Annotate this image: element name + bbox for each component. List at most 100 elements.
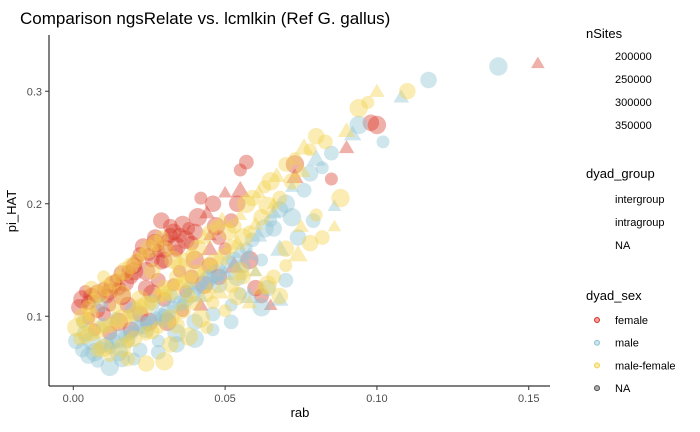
legend-dyad-sex-key [594,339,600,346]
data-point [97,270,111,284]
data-point [142,315,156,329]
data-point [126,306,142,322]
data-point [104,332,122,350]
legend-dyad-sex-label: female [615,315,648,327]
data-point [123,269,139,285]
data-point [201,257,219,274]
data-point [206,217,226,236]
data-point [223,239,239,254]
data-point [224,298,238,312]
data-point [231,262,250,281]
data-point [204,195,222,213]
data-point [83,324,100,342]
data-point [103,298,117,312]
data-point [146,233,165,253]
data-point [182,222,196,235]
data-point [165,223,182,241]
data-point [96,306,112,322]
data-point [77,324,94,342]
data-point [96,317,112,333]
data-point [331,188,350,208]
data-point [255,219,274,238]
data-point [103,349,117,363]
data-point [188,208,207,227]
data-point [264,214,278,228]
data-point [210,268,228,286]
data-point [94,338,113,357]
data-point [90,303,105,319]
legend-dyad-group-label: intragroup [615,217,665,229]
data-point [285,180,299,192]
data-point [146,234,164,252]
data-point [337,122,356,137]
legend-nsites: nSites 200000 250000 300000 350000 [586,26,652,132]
data-point [286,168,304,184]
data-point [91,354,105,368]
data-point [266,269,282,285]
data-point [315,161,329,175]
data-point [201,240,219,256]
data-point [306,149,326,166]
data-point [155,239,174,258]
data-point [174,302,191,319]
data-point [196,277,212,291]
data-point [132,246,148,262]
data-point [206,264,226,283]
data-point [244,189,261,207]
data-point [278,156,294,172]
data-point [147,311,163,326]
legend-dyad-group-label: intergroup [615,194,665,206]
data-point [204,253,222,271]
data-point [156,285,173,303]
data-point [111,280,127,296]
data-point [212,211,232,228]
data-point [270,239,290,256]
data-point [228,267,247,287]
data-point [301,165,319,182]
data-point [155,352,174,371]
data-point [161,309,180,328]
data-point [137,279,155,297]
legend-dyad-sex-key [594,362,600,369]
data-point [249,226,268,242]
data-point [226,218,242,234]
data-point [77,313,94,331]
data-point [233,208,248,220]
data-point [248,264,263,277]
legend-nsites-label: 300000 [615,97,652,109]
data-point [255,253,269,267]
data-point [158,312,177,332]
data-point [237,194,256,213]
data-point [121,264,135,278]
legend-dyad-sex-items: female male male-female NA [594,315,676,395]
data-point [178,252,194,268]
data-point [109,312,123,325]
data-point [242,225,256,239]
data-point [200,289,214,303]
data-point [115,262,135,281]
data-point [137,321,155,339]
legend-dyad-group-label: NA [615,240,631,252]
data-point [203,228,217,241]
data-point [293,218,309,232]
data-point [158,303,177,323]
legend-dyad-sex: dyad_sex female male male-female NA [586,288,676,395]
data-point [103,275,122,294]
data-point [376,135,390,149]
data-point [258,196,277,216]
data-point [182,284,201,303]
data-point [303,143,317,157]
data-point [167,237,186,256]
data-point [143,284,162,303]
data-point [102,317,118,333]
data-point [234,228,253,247]
legend-nsites-label: 200000 [615,51,652,63]
data-point [84,306,99,322]
data-point [263,298,278,310]
data-point [164,250,183,270]
data-point [136,247,150,261]
data-point [131,298,149,316]
data-point [163,218,178,234]
data-point [201,268,219,286]
data-point [172,227,187,243]
